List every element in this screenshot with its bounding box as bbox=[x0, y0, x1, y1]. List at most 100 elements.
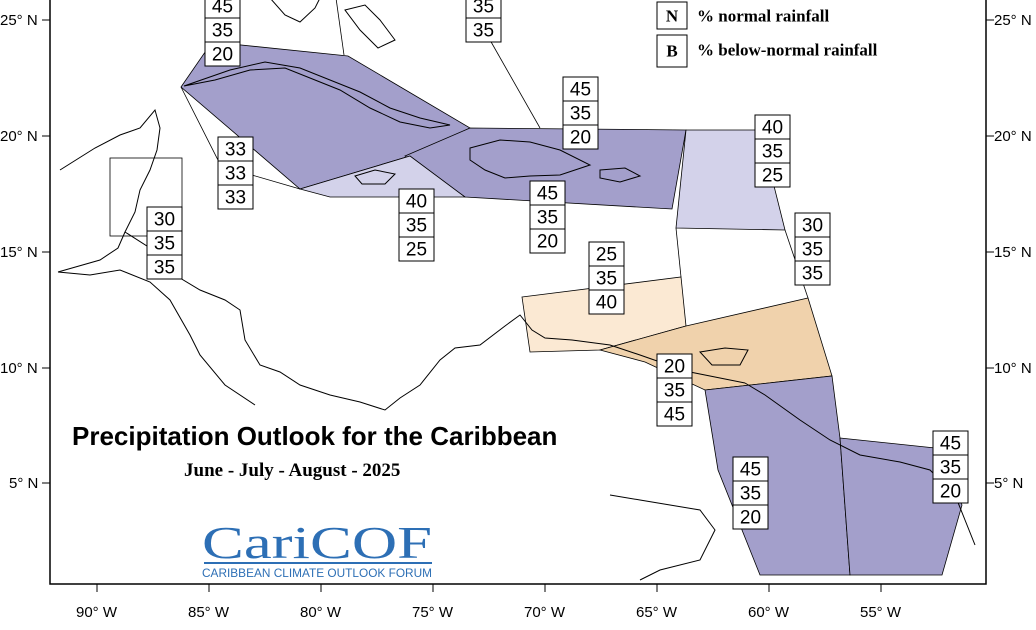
lon-label: 90° W bbox=[76, 604, 118, 621]
map-title: Precipitation Outlook for the Caribbean bbox=[72, 421, 557, 451]
logo-tagline: CARIBBEAN CLIMATE OUTLOOK FORUM bbox=[202, 568, 432, 580]
probability-cell bbox=[217, 184, 254, 210]
probability-value: 40 bbox=[406, 192, 427, 213]
probability-value: 33 bbox=[225, 164, 246, 185]
probability-value: 35 bbox=[596, 269, 617, 290]
probability-value: 20 bbox=[664, 357, 685, 378]
probability-cell bbox=[754, 162, 791, 188]
probability-value: 35 bbox=[406, 216, 427, 237]
probability-cell bbox=[588, 289, 625, 315]
axis-ticks bbox=[42, 19, 994, 592]
legend-key-box bbox=[656, 34, 688, 68]
probability-value: 20 bbox=[537, 232, 558, 253]
probability-value: 35 bbox=[154, 234, 175, 255]
probability-value: 30 bbox=[802, 216, 823, 237]
lat-label: 10° N bbox=[994, 360, 1032, 377]
probability-value: 35 bbox=[212, 21, 233, 42]
probability-cell bbox=[656, 401, 693, 427]
probability-cell bbox=[562, 76, 599, 102]
region-suriname bbox=[839, 437, 963, 576]
legend-letter: B bbox=[666, 42, 677, 61]
lon-label: 85° W bbox=[188, 604, 230, 621]
probability-value: 20 bbox=[570, 128, 591, 149]
probability-value: 33 bbox=[225, 188, 246, 209]
legend-description: % normal rainfall bbox=[697, 7, 829, 26]
probability-value: 35 bbox=[473, 21, 494, 42]
probability-value: 35 bbox=[740, 484, 761, 505]
probability-value: 45 bbox=[940, 434, 961, 455]
probability-cell bbox=[146, 254, 183, 280]
lat-label: 15° N bbox=[0, 244, 38, 261]
probability-value: 35 bbox=[664, 381, 685, 402]
probability-cell bbox=[588, 241, 625, 267]
lat-labels-left: 25° N 20° N 15° N 10° N 5° N bbox=[0, 12, 38, 492]
lon-label: 55° W bbox=[860, 604, 902, 621]
lat-label: 20° N bbox=[994, 128, 1032, 145]
lon-labels: 90° W 85° W 80° W 75° W 70° W 65° W 60° … bbox=[76, 604, 902, 621]
probability-value: 20 bbox=[940, 482, 961, 503]
lat-label: 10° N bbox=[0, 360, 38, 377]
probability-value: 45 bbox=[570, 80, 591, 101]
map-subtitle: June - July - August - 2025 bbox=[184, 460, 400, 481]
probability-value: 30 bbox=[154, 210, 175, 231]
lat-labels-right: 25° N 20° N 15° N 10° N 5° N bbox=[994, 12, 1032, 492]
probability-box-hispaniola-puerto-rico: 45 35 20 bbox=[562, 76, 599, 150]
lat-label: 15° N bbox=[994, 244, 1032, 261]
probability-value: 20 bbox=[740, 508, 761, 529]
probability-cell bbox=[932, 430, 969, 456]
probability-box-suriname-french-guiana: 45 35 20 bbox=[932, 430, 969, 504]
probability-cell bbox=[465, 17, 502, 43]
probability-cell bbox=[932, 478, 969, 504]
probability-cell bbox=[398, 236, 435, 262]
probability-cell bbox=[588, 265, 625, 291]
probability-value: 35 bbox=[762, 142, 783, 163]
region-jamaica bbox=[298, 155, 467, 198]
probability-box-cayman-islands: 33 33 33 bbox=[217, 136, 254, 210]
legend-key-box bbox=[656, 1, 688, 30]
probability-value: 35 bbox=[802, 240, 823, 261]
probability-cell bbox=[732, 504, 769, 530]
probability-value: 35 bbox=[802, 264, 823, 285]
lat-label: 5° N bbox=[994, 475, 1023, 492]
probability-box-leeward-islands: 40 35 25 bbox=[754, 114, 791, 188]
lon-label: 65° W bbox=[636, 604, 678, 621]
lon-label: 60° W bbox=[748, 604, 790, 621]
probability-box-abc-islands: 25 35 40 bbox=[588, 241, 625, 315]
probability-cell bbox=[529, 204, 566, 230]
probability-box-caribbean-sea-central: 45 35 20 bbox=[529, 180, 566, 254]
probability-cell bbox=[204, 41, 241, 67]
probability-cell bbox=[656, 353, 693, 379]
probability-value: 40 bbox=[762, 118, 783, 139]
probability-cell bbox=[656, 377, 693, 403]
probability-value: 45 bbox=[664, 405, 685, 426]
probability-cell bbox=[217, 136, 254, 162]
probability-value: 40 bbox=[596, 293, 617, 314]
lat-label: 20° N bbox=[0, 128, 38, 145]
probability-box-belize: 30 35 35 bbox=[146, 206, 183, 280]
probability-box-windward-islands: 30 35 35 bbox=[794, 212, 831, 286]
coastlines bbox=[57, 0, 976, 581]
probability-value: 45 bbox=[740, 460, 761, 481]
probability-cell bbox=[146, 206, 183, 232]
legend-letter: N bbox=[666, 7, 679, 26]
probability-value: 35 bbox=[537, 208, 558, 229]
probability-cell bbox=[562, 100, 599, 126]
probability-value: 33 bbox=[225, 140, 246, 161]
probability-cell bbox=[529, 228, 566, 254]
probability-box-bahamas-north: 45 35 20 bbox=[204, 0, 241, 67]
lat-label: 25° N bbox=[0, 12, 38, 29]
lon-label: 75° W bbox=[412, 604, 454, 621]
probability-cell bbox=[794, 236, 831, 262]
legend-description: % below-normal rainfall bbox=[697, 41, 878, 60]
lat-label: 5° N bbox=[9, 475, 38, 492]
lon-label: 70° W bbox=[524, 604, 566, 621]
probability-cell bbox=[204, 17, 241, 43]
probability-box-jamaica: 40 35 25 bbox=[398, 188, 435, 262]
probability-value: 35 bbox=[570, 104, 591, 125]
probability-value: 25 bbox=[406, 240, 427, 261]
probability-value: 45 bbox=[537, 184, 558, 205]
probability-cell bbox=[794, 260, 831, 286]
